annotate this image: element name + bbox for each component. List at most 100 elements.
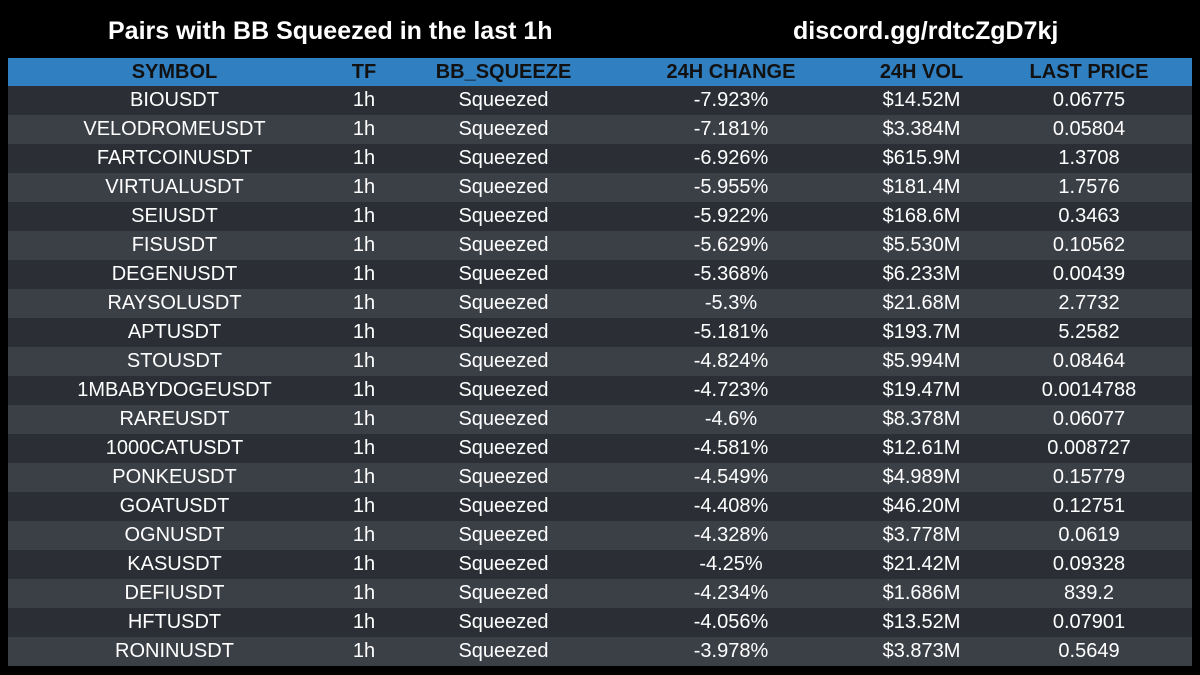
change-24h-cell: -4.234% <box>693 582 769 604</box>
timeframe-cell: 1h <box>352 582 376 604</box>
last-price-cell: 5.2582 <box>1058 321 1120 343</box>
table-row[interactable]: HFTUSDT 1h Squeezed -4.056% $13.52M 0.07901 <box>8 608 1192 637</box>
volume-24h-cell: $12.61M <box>882 437 961 459</box>
title-bar: Pairs with BB Squeezed in the last 1h di… <box>0 0 1200 60</box>
last-price-cell: 0.10562 <box>1052 234 1126 256</box>
last-price-cell: 0.06775 <box>1052 89 1126 111</box>
last-price-cell: 839.2 <box>1063 582 1115 604</box>
timeframe-cell: 1h <box>352 495 376 517</box>
symbol-cell: STOUSDT <box>126 350 223 372</box>
last-price-cell: 0.12751 <box>1052 495 1126 517</box>
volume-24h-cell: $13.52M <box>882 611 961 633</box>
volume-24h-cell: $3.384M <box>882 118 961 140</box>
table-row[interactable]: PONKEUSDT 1h Squeezed -4.549% $4.989M 0.15779 <box>8 463 1192 492</box>
bb-squeeze-cell: Squeezed <box>458 147 549 169</box>
bb-squeeze-cell: Squeezed <box>458 350 549 372</box>
column-header-tf[interactable]: TF <box>351 60 377 83</box>
table-row[interactable]: APTUSDT 1h Squeezed -5.181% $193.7M 5.2582 <box>8 318 1192 347</box>
bb-squeeze-cell: Squeezed <box>458 611 549 633</box>
volume-24h-cell: $3.873M <box>882 640 961 662</box>
volume-24h-cell: $21.68M <box>882 292 961 314</box>
symbol-cell: KASUSDT <box>127 553 222 575</box>
table-row[interactable]: DEGENUSDT 1h Squeezed -5.368% $6.233M 0.00439 <box>8 260 1192 289</box>
volume-24h-cell: $1.686M <box>882 582 961 604</box>
table-body: BIOUSDT 1h Squeezed -7.923% $14.52M 0.06775 VE… <box>8 86 1192 666</box>
change-24h-cell: -4.328% <box>693 524 769 546</box>
timeframe-cell: 1h <box>352 118 376 140</box>
squeeze-table: SYMBOL TF BB_SQUEEZE 24H CHANGE 24H VOL … <box>8 58 1192 666</box>
change-24h-cell: -4.25% <box>699 553 763 575</box>
table-row[interactable]: DEFIUSDT 1h Squeezed -4.234% $1.686M 839.2 <box>8 579 1192 608</box>
discord-link[interactable]: discord.gg/rdtcZgD7kj <box>793 17 1059 45</box>
bb-squeeze-cell: Squeezed <box>458 466 549 488</box>
change-24h-cell: -5.955% <box>693 176 769 198</box>
timeframe-cell: 1h <box>352 321 376 343</box>
symbol-cell: GOATUSDT <box>119 495 230 517</box>
last-price-cell: 0.07901 <box>1052 611 1126 633</box>
timeframe-cell: 1h <box>352 379 376 401</box>
bb-squeeze-cell: Squeezed <box>458 437 549 459</box>
timeframe-cell: 1h <box>352 437 376 459</box>
timeframe-cell: 1h <box>352 89 376 111</box>
table-row[interactable]: 1MBABYDOGEUSDT 1h Squeezed -4.723% $19.47M 0.… <box>8 376 1192 405</box>
change-24h-cell: -5.922% <box>693 205 769 227</box>
bb-squeeze-cell: Squeezed <box>458 205 549 227</box>
table-row[interactable]: 1000CATUSDT 1h Squeezed -4.581% $12.61M 0.008… <box>8 434 1192 463</box>
bb-squeeze-cell: Squeezed <box>458 89 549 111</box>
change-24h-cell: -5.3% <box>704 292 758 314</box>
table-row[interactable]: VELODROMEUSDT 1h Squeezed -7.181% $3.384M 0.0… <box>8 115 1192 144</box>
table-row[interactable]: FISUSDT 1h Squeezed -5.629% $5.530M 0.10562 <box>8 231 1192 260</box>
timeframe-cell: 1h <box>352 350 376 372</box>
last-price-cell: 0.008727 <box>1047 437 1131 459</box>
column-header-symbol[interactable]: SYMBOL <box>131 60 218 83</box>
volume-24h-cell: $5.994M <box>882 350 961 372</box>
table-row[interactable]: BIOUSDT 1h Squeezed -7.923% $14.52M 0.06775 <box>8 86 1192 115</box>
column-header-24h-vol[interactable]: 24H VOL <box>879 60 964 83</box>
change-24h-cell: -4.581% <box>693 437 769 459</box>
table-row[interactable]: STOUSDT 1h Squeezed -4.824% $5.994M 0.08464 <box>8 347 1192 376</box>
symbol-cell: FISUSDT <box>131 234 218 256</box>
table-row[interactable]: OGNUSDT 1h Squeezed -4.328% $3.778M 0.0619 <box>8 521 1192 550</box>
change-24h-cell: -4.549% <box>693 466 769 488</box>
change-24h-cell: -4.6% <box>704 408 758 430</box>
table-row[interactable]: RAREUSDT 1h Squeezed -4.6% $8.378M 0.06077 <box>8 405 1192 434</box>
column-header-last-price[interactable]: LAST PRICE <box>1029 60 1149 83</box>
symbol-cell: RAREUSDT <box>119 408 230 430</box>
last-price-cell: 0.15779 <box>1052 466 1126 488</box>
volume-24h-cell: $168.6M <box>882 205 961 227</box>
symbol-cell: DEFIUSDT <box>124 582 225 604</box>
table-row[interactable]: RAYSOLUSDT 1h Squeezed -5.3% $21.68M 2.7732 <box>8 289 1192 318</box>
timeframe-cell: 1h <box>352 176 376 198</box>
bb-squeeze-cell: Squeezed <box>458 553 549 575</box>
last-price-cell: 0.5649 <box>1058 640 1120 662</box>
bb-squeeze-cell: Squeezed <box>458 118 549 140</box>
symbol-cell: OGNUSDT <box>124 524 225 546</box>
volume-24h-cell: $8.378M <box>882 408 961 430</box>
volume-24h-cell: $615.9M <box>882 147 961 169</box>
table-row[interactable]: SEIUSDT 1h Squeezed -5.922% $168.6M 0.3463 <box>8 202 1192 231</box>
last-price-cell: 0.06077 <box>1052 408 1126 430</box>
symbol-cell: 1MBABYDOGEUSDT <box>77 379 272 401</box>
change-24h-cell: -4.056% <box>693 611 769 633</box>
volume-24h-cell: $21.42M <box>882 553 961 575</box>
change-24h-cell: -4.824% <box>693 350 769 372</box>
table-row[interactable]: KASUSDT 1h Squeezed -4.25% $21.42M 0.09328 <box>8 550 1192 579</box>
table-row[interactable]: RONINUSDT 1h Squeezed -3.978% $3.873M 0.5649 <box>8 637 1192 666</box>
table-row[interactable]: FARTCOINUSDT 1h Squeezed -6.926% $615.9M 1.37… <box>8 144 1192 173</box>
change-24h-cell: -3.978% <box>693 640 769 662</box>
table-row[interactable]: GOATUSDT 1h Squeezed -4.408% $46.20M 0.12751 <box>8 492 1192 521</box>
bb-squeeze-cell: Squeezed <box>458 234 549 256</box>
column-header-24h-change[interactable]: 24H CHANGE <box>666 60 796 83</box>
timeframe-cell: 1h <box>352 408 376 430</box>
timeframe-cell: 1h <box>352 611 376 633</box>
last-price-cell: 0.00439 <box>1052 263 1126 285</box>
column-header-bb-squeeze[interactable]: BB_SQUEEZE <box>435 60 572 83</box>
volume-24h-cell: $4.989M <box>882 466 961 488</box>
timeframe-cell: 1h <box>352 263 376 285</box>
table-row[interactable]: VIRTUALUSDT 1h Squeezed -5.955% $181.4M 1.757… <box>8 173 1192 202</box>
change-24h-cell: -7.181% <box>693 118 769 140</box>
change-24h-cell: -4.723% <box>693 379 769 401</box>
bb-squeeze-cell: Squeezed <box>458 640 549 662</box>
last-price-cell: 0.05804 <box>1052 118 1126 140</box>
